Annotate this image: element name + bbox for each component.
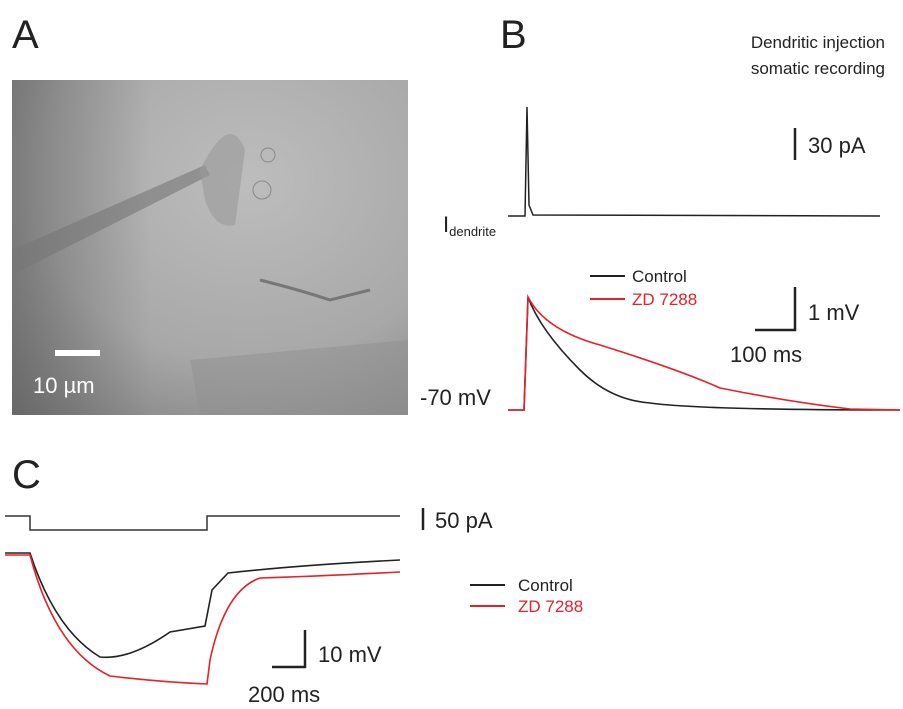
current-label: Idendrite [443, 212, 496, 239]
scale-bar [755, 287, 797, 332]
scale-bar [272, 630, 307, 669]
scale-label: 200 ms [248, 682, 320, 707]
baseline-label: -70 mV [420, 385, 491, 410]
zd-trace [5, 554, 401, 685]
scale-label: 10 µm [33, 373, 95, 398]
legend-text: Control [518, 576, 573, 595]
panel-label: C [12, 453, 41, 497]
scale-label: 50 pA [435, 508, 493, 533]
condition-text: somatic recording [751, 59, 885, 78]
zd-trace [508, 293, 901, 411]
legend-text: ZD 7288 [632, 290, 697, 309]
current-trace [508, 106, 881, 217]
command-trace [5, 515, 400, 531]
scale-label: 1 mV [808, 300, 860, 325]
condition-text: Dendritic injection [751, 33, 885, 52]
scale-label: 100 ms [730, 342, 802, 367]
scale-label: 10 mV [318, 642, 382, 667]
panel-label: B [500, 13, 527, 57]
legend-text: ZD 7288 [518, 597, 583, 616]
control-trace [5, 552, 401, 659]
scale-label: 30 pA [808, 133, 866, 158]
micrograph [12, 80, 408, 415]
legend-text: Control [632, 267, 687, 286]
control-trace [508, 296, 901, 411]
panel-label: A [12, 13, 39, 57]
